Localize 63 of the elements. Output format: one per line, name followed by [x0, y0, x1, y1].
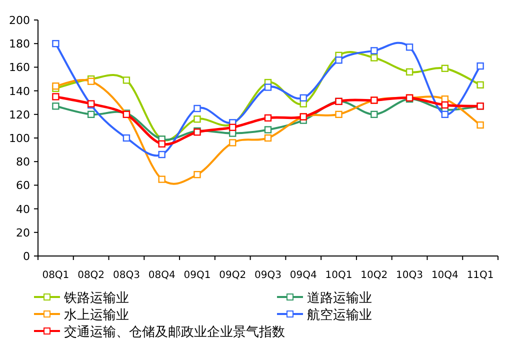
point [476, 62, 484, 70]
point [406, 44, 414, 51]
x-tick-label: 08Q1 [42, 270, 70, 281]
x-tick-label: 09Q2 [219, 270, 246, 281]
point [194, 104, 201, 112]
x-tick-label: 10Q1 [325, 270, 352, 281]
x-tick-label: 11Q1 [466, 270, 494, 281]
x-tick-label: 09Q4 [290, 270, 317, 281]
y-tick-label: 120 [9, 108, 30, 122]
point [52, 93, 60, 100]
x-tick-label: 08Q4 [148, 270, 176, 281]
point [370, 47, 378, 54]
point [122, 76, 130, 84]
y-tick-label: 40 [16, 202, 30, 216]
point [441, 64, 449, 72]
point [264, 114, 272, 122]
point [87, 110, 95, 118]
point [370, 110, 378, 118]
point [158, 140, 166, 148]
y-tick-label: 0 [23, 250, 30, 263]
x-tick-label: 08Q2 [78, 270, 105, 281]
point [335, 56, 342, 64]
point [441, 101, 449, 109]
point [335, 110, 342, 118]
point [264, 126, 272, 134]
point [158, 176, 166, 183]
legend-label: 水上运输业 [64, 308, 129, 323]
y-tick-label: 20 [16, 226, 30, 240]
point [300, 94, 307, 102]
legend-label: 铁路运输业 [63, 291, 129, 306]
point [52, 102, 60, 110]
x-tick-label: 10Q2 [360, 270, 388, 281]
point [264, 84, 272, 91]
point [441, 110, 449, 118]
legend-label: 交通运输、仓储及邮政业企业景气指数 [64, 324, 285, 340]
y-tick-label: 60 [16, 179, 30, 192]
point [476, 81, 484, 88]
y-tick-label: 100 [9, 132, 30, 145]
point [87, 78, 95, 85]
x-tick-label: 09Q3 [254, 270, 282, 281]
point [229, 124, 236, 131]
point [406, 68, 414, 76]
y-tick-label: 180 [9, 38, 30, 51]
point [52, 82, 60, 90]
legend-label: 航空运输业 [307, 308, 372, 323]
legend-label: 道路运输业 [307, 291, 372, 306]
point [158, 150, 166, 158]
x-tick-label: 10Q3 [396, 270, 424, 281]
point [194, 116, 201, 123]
x-tick-label: 09Q1 [184, 270, 211, 281]
point [476, 121, 484, 129]
y-tick-label: 80 [16, 156, 30, 169]
y-tick-label: 160 [9, 61, 30, 74]
point [264, 134, 272, 142]
y-tick-label: 200 [9, 14, 30, 27]
point [229, 139, 236, 146]
point [122, 134, 130, 142]
y-tick-label: 140 [9, 84, 30, 98]
point [194, 170, 201, 178]
x-tick-label: 10Q4 [431, 270, 458, 281]
x-tick-label: 08Q3 [112, 270, 140, 281]
point [370, 54, 378, 62]
point [52, 40, 60, 48]
